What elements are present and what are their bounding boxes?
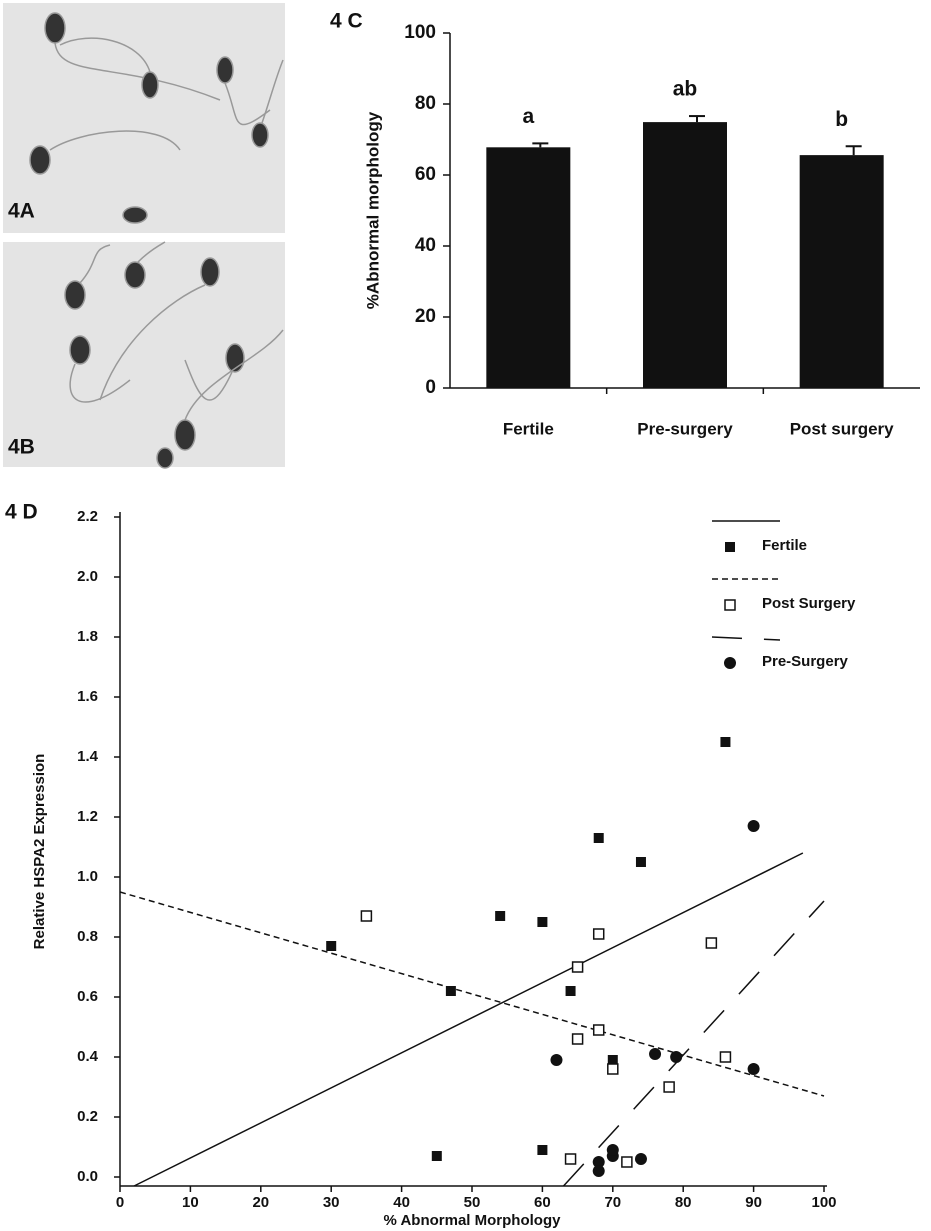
point [592,1156,605,1168]
point [431,1151,442,1161]
y-tick-label: 0.8 [77,928,98,945]
point [705,937,718,949]
bar [486,147,571,388]
trend-line [562,900,825,1187]
x-tick-label: 90 [745,1194,762,1211]
y-tick-label: 60 [415,164,436,185]
y-axis-title: %Abnormal morphology [363,111,382,309]
y-tick-label: 20 [415,306,436,327]
point [592,1024,605,1036]
x-tick-label: Post surgery [790,419,894,438]
y-tick-label: 1.2 [77,808,98,825]
point [537,1145,548,1155]
panel-label: 4A [8,200,35,223]
significance-label: a [522,105,534,128]
point [635,857,646,867]
y-tick-label: 0 [425,377,436,398]
y-tick-label: 1.6 [77,688,98,705]
x-axis-title: % Abnormal Morphology [384,1212,562,1229]
point [593,833,604,843]
point [606,1144,619,1156]
point [592,928,605,940]
point [495,911,506,921]
point [634,1153,647,1165]
y-tick-label: 1.0 [77,868,98,885]
point [571,961,584,973]
point [719,1051,732,1063]
x-tick-label: 80 [675,1194,692,1211]
point [360,910,373,922]
legend-marker [724,599,736,611]
point [564,1153,577,1165]
legend-line [711,636,781,641]
y-tick-label: 1.4 [77,748,99,765]
point [670,1051,683,1063]
point [326,941,337,951]
point [663,1081,675,1093]
x-tick-label: 20 [252,1194,269,1211]
point [747,820,760,832]
y-tick-label: 0.0 [77,1168,98,1185]
point [607,1055,618,1065]
legend-label: Post Surgery [762,595,856,612]
x-tick-label: Pre-surgery [637,419,733,438]
micrograph-a: 4A [3,3,285,233]
point [565,986,576,996]
legend-marker [724,657,736,669]
x-tick-label: 70 [604,1194,621,1211]
x-tick-label: Fertile [503,419,554,438]
y-tick-label: 2.2 [77,508,98,525]
y-tick-label: 2.0 [77,568,98,585]
y-tick-label: 40 [415,235,436,256]
y-tick-label: 0.6 [77,988,98,1005]
bar [643,122,727,388]
x-tick-label: 30 [323,1194,340,1211]
panel-label: 4B [8,436,35,459]
x-tick-label: 0 [116,1194,124,1211]
significance-label: b [835,108,848,131]
trend-line [119,891,825,1097]
trend-line [133,852,804,1187]
x-tick-label: 100 [811,1194,836,1211]
point [571,1033,584,1045]
y-tick-label: 0.2 [77,1108,98,1125]
point [607,1063,619,1075]
point [720,737,731,747]
y-tick-label: 100 [404,22,436,43]
point [747,1063,760,1075]
legend-label: Pre-Surgery [762,653,849,670]
y-axis-title: Relative HSPA2 Expression [31,754,48,950]
point [649,1048,662,1060]
panel-label: 4 D [5,501,38,524]
legend-marker [725,542,735,552]
legend-label: Fertile [762,537,807,554]
micrograph-b: 4B [3,241,285,469]
y-tick-label: 0.4 [77,1048,99,1065]
x-tick-label: 50 [464,1194,481,1211]
bar [799,155,884,388]
x-tick-label: 10 [182,1194,199,1211]
significance-label: ab [673,78,698,101]
point [621,1156,633,1168]
x-tick-label: 40 [393,1194,410,1211]
y-tick-label: 80 [415,93,436,114]
point [550,1054,563,1066]
panel-label: 4 C [330,10,363,33]
point [537,917,548,927]
y-tick-label: 1.8 [77,628,98,645]
x-tick-label: 60 [534,1194,551,1211]
point [445,986,456,996]
point [592,1165,605,1177]
